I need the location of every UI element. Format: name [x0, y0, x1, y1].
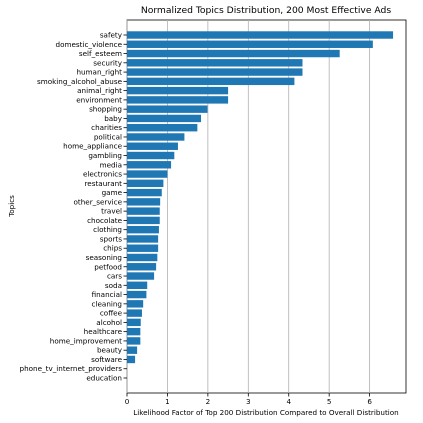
y-tick-label: self_esteem: [79, 49, 122, 58]
bar: [127, 188, 162, 197]
y-tick-label: shopping: [89, 105, 122, 114]
x-tick-label: 4: [286, 397, 291, 406]
bar: [127, 263, 157, 271]
bar: [127, 105, 208, 113]
bar: [127, 96, 229, 104]
bar: [127, 151, 175, 160]
y-tick-label: alcohol: [96, 318, 122, 327]
y-axis-label: Topics: [7, 195, 16, 218]
y-tick-label: seasoning: [86, 253, 122, 262]
x-tick-label: 5: [327, 397, 332, 406]
y-tick-label: chips: [103, 244, 122, 253]
bar: [127, 281, 148, 290]
y-tick-label: media: [100, 160, 122, 169]
bar: [127, 179, 164, 188]
y-tick-label: charities: [91, 123, 122, 132]
y-tick-label: sports: [100, 234, 122, 243]
bar: [127, 133, 185, 141]
bars-layer: [127, 31, 394, 364]
y-tick-label: restaurant: [85, 179, 123, 188]
y-tick-label: safety: [100, 31, 123, 40]
y-tick-label: software: [91, 355, 122, 364]
y-tick-label: cars: [107, 272, 122, 281]
y-tick-label: beauty: [97, 346, 123, 355]
y-axis-ticks: safetydomestic_violenceself_esteemsecuri…: [20, 31, 127, 383]
y-tick-label: smoking_alcohol_abuse: [37, 77, 123, 86]
x-axis-label: Likelihood Factor of Top 200 Distributio…: [133, 408, 399, 417]
bar: [127, 216, 160, 225]
bar: [127, 142, 178, 150]
y-tick-label: phone_tv_internet_providers: [20, 364, 123, 373]
y-tick-label: animal_right: [77, 86, 122, 95]
bar: [127, 123, 198, 132]
bar: [127, 346, 138, 354]
bar: [127, 225, 159, 234]
bar: [127, 355, 136, 364]
bar: [127, 318, 141, 327]
bar: [127, 309, 142, 317]
y-tick-label: electronics: [83, 170, 122, 179]
y-tick-label: cleaning: [92, 299, 122, 308]
bar: [127, 244, 159, 252]
y-tick-label: gambling: [88, 151, 122, 160]
y-tick-label: environment: [76, 95, 122, 104]
bar: [127, 170, 168, 178]
y-tick-label: game: [102, 188, 123, 197]
x-tick-label: 1: [165, 397, 170, 406]
y-tick-label: other_service: [74, 197, 123, 206]
chart-title: Normalized Topics Distribution, 200 Most…: [141, 5, 392, 16]
grid-layer: [126, 20, 371, 393]
bar: [127, 235, 159, 243]
x-tick-label: 2: [206, 397, 211, 406]
bar: [127, 300, 144, 308]
bar: [127, 337, 141, 345]
y-tick-label: soda: [105, 281, 122, 290]
bar: [127, 40, 373, 48]
y-tick-label: home_improvement: [50, 336, 122, 345]
bar: [127, 59, 303, 67]
y-tick-label: financial: [92, 290, 122, 299]
bar: [127, 161, 172, 169]
y-tick-label: petfood: [94, 262, 122, 271]
y-tick-label: human_right: [76, 68, 122, 77]
y-tick-label: chocolate: [87, 216, 122, 225]
x-tick-label: 6: [367, 397, 372, 406]
bar: [127, 86, 229, 95]
bar: [127, 198, 161, 206]
x-tick-label: 0: [125, 397, 130, 406]
y-tick-label: healthcare: [84, 327, 123, 336]
bar: [127, 31, 394, 39]
y-tick-label: travel: [101, 207, 122, 216]
bar: [127, 49, 340, 58]
bar: [127, 327, 141, 336]
bar: [127, 272, 155, 280]
y-tick-label: clothing: [93, 225, 122, 234]
y-tick-label: domestic_violence: [56, 40, 123, 49]
bar: [127, 114, 201, 123]
x-axis-ticks: 0 1 2 3 4 5 6: [125, 393, 372, 406]
y-tick-label: security: [93, 58, 122, 67]
y-tick-label: baby: [104, 114, 123, 123]
x-tick-label: 3: [246, 397, 251, 406]
y-tick-label: home_appliance: [63, 142, 122, 151]
plot-frame: [126, 19, 407, 394]
bar: [127, 68, 303, 76]
y-tick-label: political: [94, 132, 122, 141]
bar: [127, 77, 295, 86]
bar: [127, 253, 158, 262]
y-tick-label: coffee: [100, 309, 123, 318]
y-tick-label: education: [86, 374, 122, 383]
bar: [127, 207, 160, 215]
bar: [127, 290, 147, 299]
